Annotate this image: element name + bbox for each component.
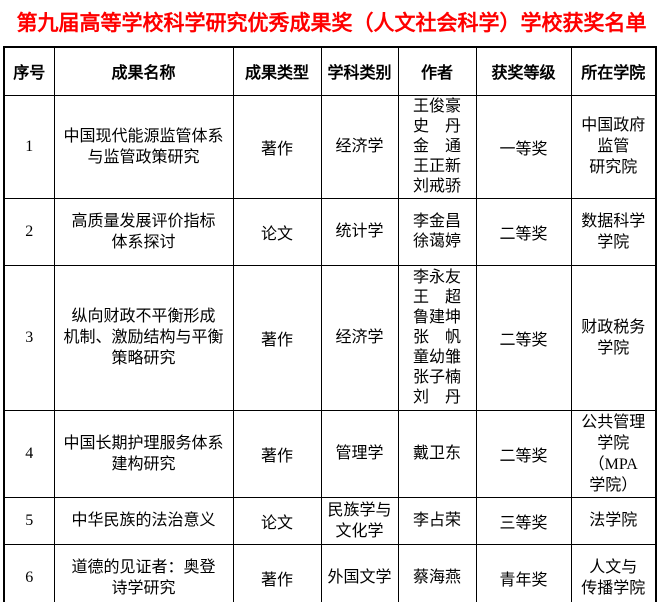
cell-authors: 李占荣: [397, 496, 477, 545]
cell-college: 法学院: [570, 496, 657, 545]
cell-award: 二等奖: [475, 264, 572, 411]
cell-type: 论文: [232, 197, 322, 266]
cell-no: 6: [3, 543, 55, 602]
page-title: 第九届高等学校科学研究优秀成果奖（人文社会科学）学校获奖名单: [16, 11, 647, 35]
award-table: 序号 成果名称 成果类型 学科类别 作者 获奖等级 所在学院 1 中国现代能源监…: [3, 46, 657, 602]
cell-name: 道德的见证者：奥登 诗学研究: [53, 543, 234, 602]
table-row: 1 中国现代能源监管体系 与监管政策研究 著作 经济学 王俊豪 史 丹 金 通 …: [3, 94, 657, 199]
cell-name: 中华民族的法治意义: [53, 496, 234, 545]
cell-discipline: 统计学: [320, 197, 399, 266]
table-row: 6 道德的见证者：奥登 诗学研究 著作 外国文学 蔡海燕 青年奖 人文与 传播学…: [3, 543, 657, 602]
cell-college: 数据科学 学院: [570, 197, 657, 266]
cell-type: 论文: [232, 496, 322, 545]
cell-type: 著作: [232, 94, 322, 199]
cell-authors: 李永友 王 超 鲁建坤 张 帆 童幼雏 张子楠 刘 丹: [397, 264, 477, 411]
cell-no: 5: [3, 496, 55, 545]
cell-award: 三等奖: [475, 496, 572, 545]
header-no: 序号: [3, 46, 55, 96]
table-row: 3 纵向财政不平衡形成 机制、激励结构与平衡 策略研究 著作 经济学 李永友 王…: [3, 264, 657, 411]
cell-award: 一等奖: [475, 94, 572, 199]
cell-discipline: 民族学与 文化学: [320, 496, 399, 545]
header-name: 成果名称: [53, 46, 234, 96]
cell-discipline: 经济学: [320, 94, 399, 199]
table-row: 5 中华民族的法治意义 论文 民族学与 文化学 李占荣 三等奖 法学院: [3, 496, 657, 545]
header-row: 序号 成果名称 成果类型 学科类别 作者 获奖等级 所在学院: [3, 46, 657, 96]
cell-award: 青年奖: [475, 543, 572, 602]
table-row: 4 中国长期护理服务体系 建构研究 著作 管理学 戴卫东 二等奖 公共管理 学院…: [3, 409, 657, 498]
cell-authors: 王俊豪 史 丹 金 通 王正新 刘戒骄: [397, 94, 477, 199]
cell-discipline: 经济学: [320, 264, 399, 411]
header-type: 成果类型: [232, 46, 322, 96]
cell-name: 纵向财政不平衡形成 机制、激励结构与平衡 策略研究: [53, 264, 234, 411]
cell-type: 著作: [232, 409, 322, 498]
header-college: 所在学院: [570, 46, 657, 96]
cell-award: 二等奖: [475, 409, 572, 498]
cell-name: 高质量发展评价指标 体系探讨: [53, 197, 234, 266]
cell-discipline: 外国文学: [320, 543, 399, 602]
cell-no: 2: [3, 197, 55, 266]
cell-no: 3: [3, 264, 55, 411]
cell-no: 1: [3, 94, 55, 199]
header-discipline: 学科类别: [320, 46, 399, 96]
cell-college: 人文与 传播学院: [570, 543, 657, 602]
cell-type: 著作: [232, 264, 322, 411]
cell-authors: 蔡海燕: [397, 543, 477, 602]
cell-award: 二等奖: [475, 197, 572, 266]
cell-no: 4: [3, 409, 55, 498]
header-authors: 作者: [397, 46, 477, 96]
cell-college: 财政税务 学院: [570, 264, 657, 411]
cell-discipline: 管理学: [320, 409, 399, 498]
cell-college: 公共管理 学院 （MPA 学院）: [570, 409, 657, 498]
table-row: 2 高质量发展评价指标 体系探讨 论文 统计学 李金昌 徐蔼婷 二等奖 数据科学…: [3, 197, 657, 266]
cell-name: 中国现代能源监管体系 与监管政策研究: [53, 94, 234, 199]
header-award: 获奖等级: [475, 46, 572, 96]
cell-authors: 戴卫东: [397, 409, 477, 498]
cell-authors: 李金昌 徐蔼婷: [397, 197, 477, 266]
cell-college: 中国政府 监管 研究院: [570, 94, 657, 199]
cell-name: 中国长期护理服务体系 建构研究: [53, 409, 234, 498]
cell-type: 著作: [232, 543, 322, 602]
